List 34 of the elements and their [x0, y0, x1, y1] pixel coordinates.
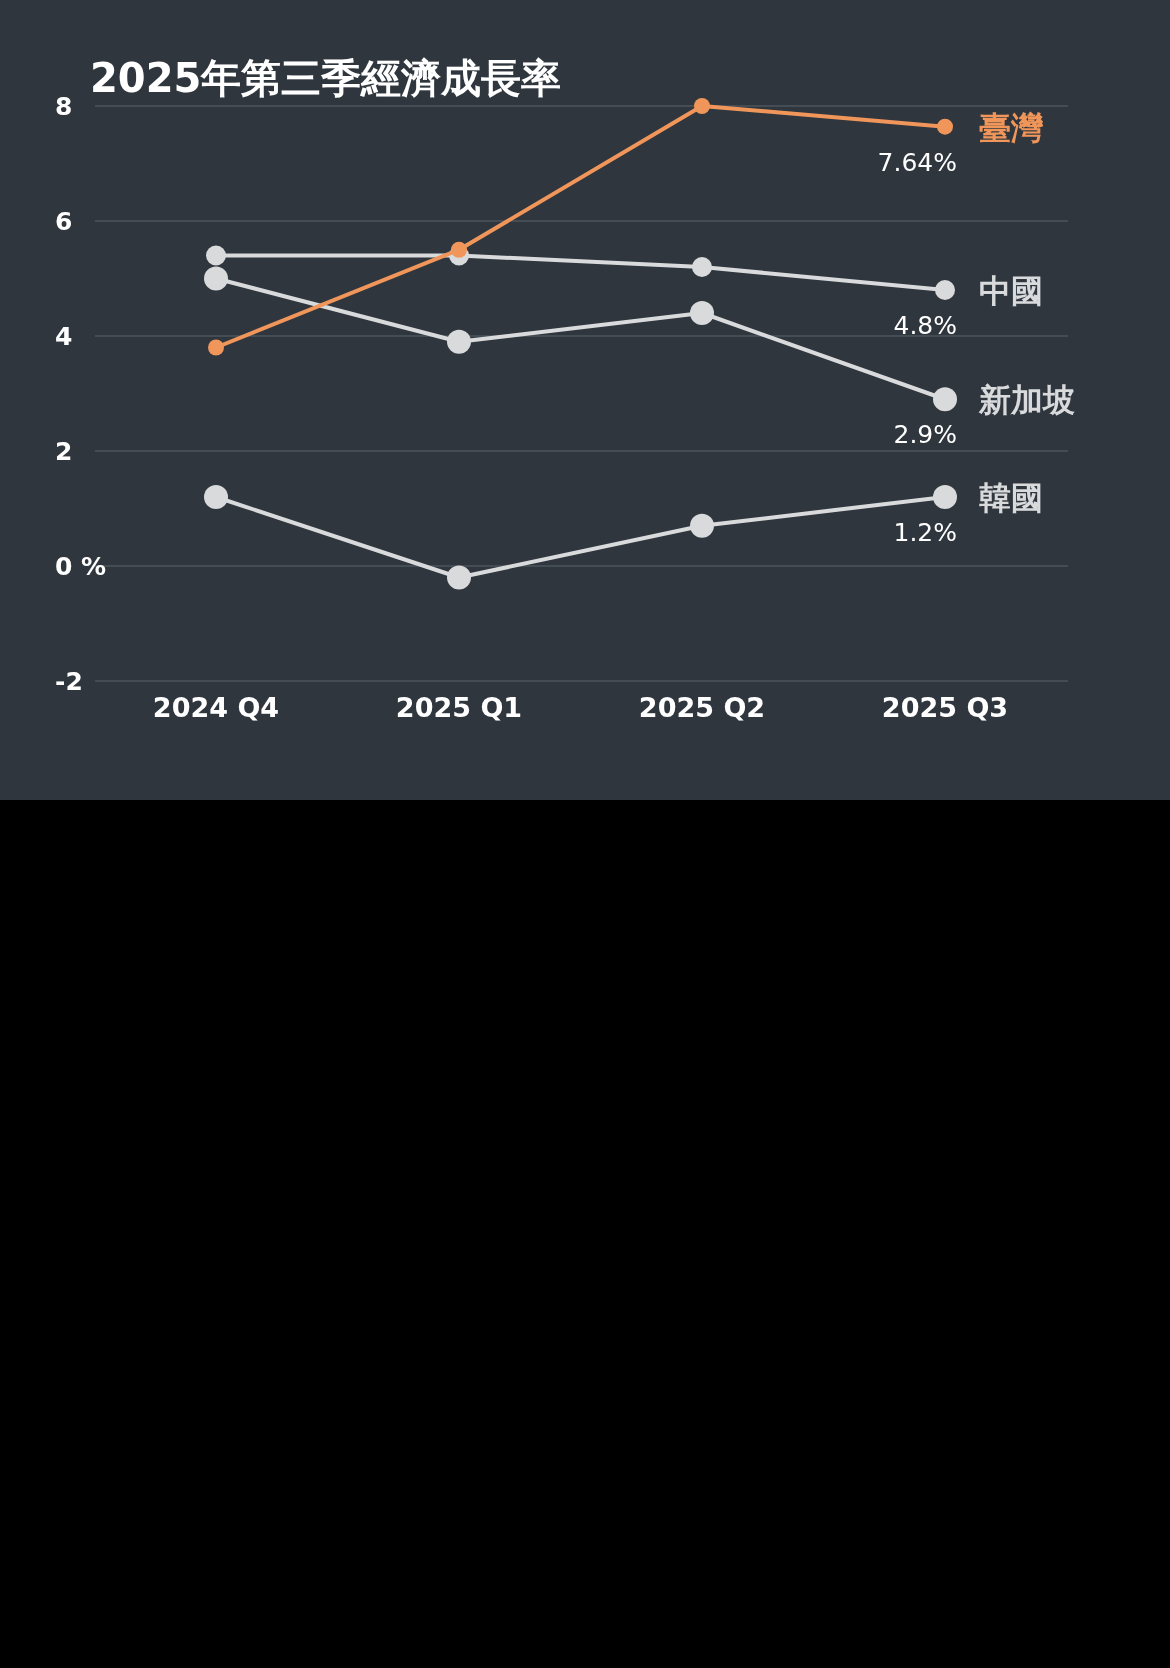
y-tick-label: 6 — [55, 207, 73, 236]
y-tick-label: 0 % — [55, 552, 107, 581]
point — [206, 245, 226, 266]
y-tick-label: 4 — [55, 322, 73, 351]
series-label: 臺灣 — [979, 108, 1044, 147]
y-tick-label: 8 — [55, 92, 73, 121]
point — [208, 339, 224, 356]
point — [933, 387, 957, 412]
data-label: 7.64% — [877, 147, 957, 177]
point — [204, 266, 228, 291]
x-tick-label: 2024 Q4 — [152, 692, 280, 723]
chart-title: 2025年第三季經濟成長率 — [90, 55, 562, 101]
data-label: 2.9% — [893, 420, 957, 450]
point — [692, 257, 712, 277]
y-tick-label: -2 — [55, 667, 83, 696]
point — [204, 485, 228, 509]
y-tick-label: 2 — [55, 437, 73, 466]
data-label: 1.2% — [893, 518, 957, 547]
data-label: 4.8% — [893, 311, 957, 340]
x-tick-label: 2025 Q2 — [638, 692, 766, 723]
series-label: 中國 — [979, 272, 1043, 310]
point — [935, 280, 955, 300]
point — [451, 241, 467, 258]
point — [694, 98, 710, 114]
series-label: 新加坡 — [978, 381, 1075, 420]
series-label: 韓國 — [979, 479, 1043, 517]
point — [690, 301, 714, 325]
x-tick-label: 2025 Q3 — [881, 692, 1009, 723]
point — [690, 513, 714, 538]
point — [447, 565, 471, 590]
point — [937, 118, 953, 135]
point — [933, 485, 957, 509]
point — [447, 329, 471, 354]
x-tick-label: 2025 Q1 — [395, 692, 523, 723]
